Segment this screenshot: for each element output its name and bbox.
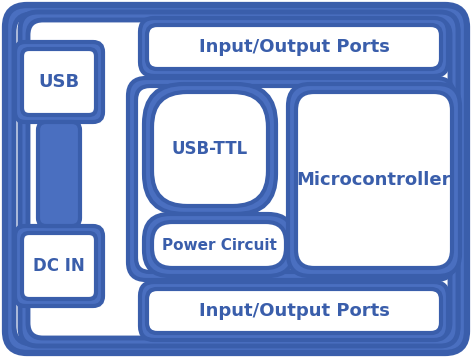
FancyBboxPatch shape (22, 49, 96, 115)
FancyBboxPatch shape (288, 84, 460, 276)
FancyBboxPatch shape (147, 289, 441, 333)
FancyBboxPatch shape (296, 92, 452, 268)
FancyBboxPatch shape (15, 226, 103, 306)
FancyBboxPatch shape (28, 20, 450, 338)
Text: Microcontroller: Microcontroller (297, 171, 451, 189)
FancyBboxPatch shape (38, 122, 80, 226)
FancyBboxPatch shape (152, 222, 286, 268)
FancyBboxPatch shape (20, 12, 458, 346)
FancyBboxPatch shape (140, 18, 448, 76)
FancyBboxPatch shape (22, 233, 96, 299)
FancyBboxPatch shape (128, 78, 454, 280)
Text: USB-TTL: USB-TTL (172, 140, 248, 158)
FancyBboxPatch shape (147, 25, 441, 69)
Text: Input/Output Ports: Input/Output Ports (199, 302, 390, 320)
FancyBboxPatch shape (136, 86, 446, 272)
Text: Input/Output Ports: Input/Output Ports (199, 38, 390, 56)
Text: DC IN: DC IN (33, 257, 85, 275)
FancyBboxPatch shape (140, 282, 448, 340)
FancyBboxPatch shape (144, 84, 276, 214)
FancyBboxPatch shape (152, 92, 268, 206)
FancyBboxPatch shape (144, 214, 294, 276)
FancyBboxPatch shape (5, 5, 467, 353)
Text: Power Circuit: Power Circuit (162, 237, 276, 252)
FancyBboxPatch shape (14, 14, 458, 344)
Text: USB: USB (38, 73, 80, 91)
FancyBboxPatch shape (15, 42, 103, 122)
